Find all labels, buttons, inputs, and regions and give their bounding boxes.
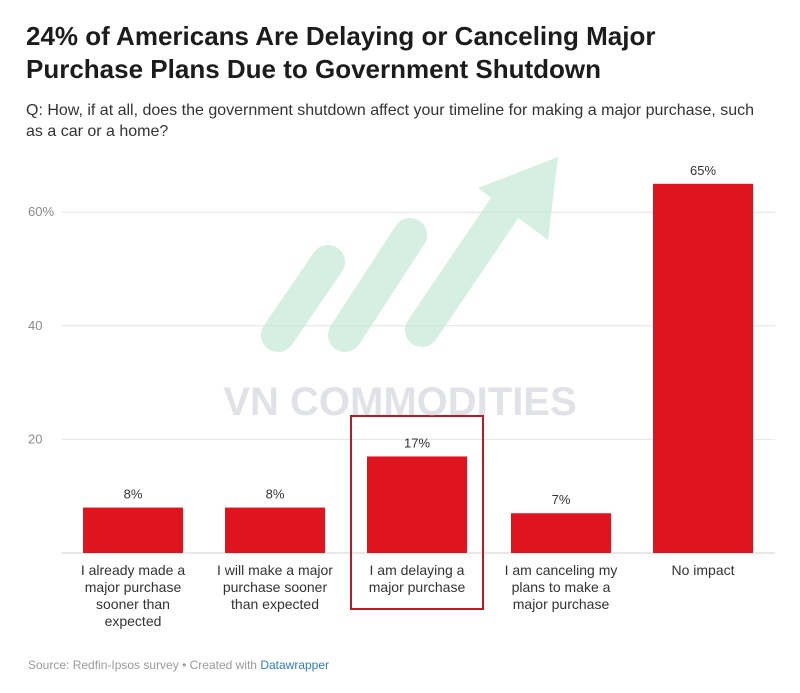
highlight-box-outline — [350, 415, 484, 610]
bar — [367, 456, 467, 553]
category-label: I am canceling my — [505, 562, 618, 578]
category-label: plans to make a — [512, 579, 611, 595]
category-label: major purchase — [85, 579, 182, 595]
category-label: purchase sooner — [223, 579, 328, 595]
category-label: expected — [105, 613, 162, 629]
bar-value-label: 8% — [124, 487, 143, 502]
category-label: than expected — [231, 596, 319, 612]
y-tick-label: 40 — [28, 318, 42, 333]
category-label: I will make a major — [217, 562, 333, 578]
watermark-growth-arrow-icon — [261, 157, 558, 352]
watermark-text: VN COMMODITIES — [223, 380, 576, 424]
category-label: major purchase — [513, 596, 610, 612]
bar — [511, 513, 611, 553]
bar-value-label: 17% — [404, 435, 430, 450]
category-label: No impact — [671, 562, 734, 578]
watermark: VN COMMODITIES — [223, 157, 577, 424]
category-label: major purchase — [369, 579, 466, 595]
value-labels: 8% 8% 17% 7% 65% — [124, 163, 717, 507]
highlight-box — [350, 415, 484, 610]
bar — [225, 507, 325, 553]
y-tick-label: 20 — [28, 431, 42, 446]
y-tick-label: 60% — [28, 204, 54, 219]
bar-value-label: 65% — [690, 163, 716, 178]
chart-subtitle: Q: How, if at all, does the government s… — [26, 102, 755, 140]
category-label: sooner than — [96, 596, 170, 612]
source-text: Source: Redfin-Ipsos survey • Created wi… — [28, 658, 261, 672]
chart-title: 24% of Americans Are Delaying or Canceli… — [26, 21, 656, 84]
category-label: I already made a — [81, 562, 185, 578]
bar-value-label: 8% — [266, 487, 285, 502]
category-label: I am delaying a — [370, 562, 465, 578]
source-note: Source: Redfin-Ipsos survey • Created wi… — [28, 658, 329, 672]
datawrapper-credit-link[interactable]: Datawrapper — [260, 658, 330, 672]
y-axis-tick-labels: 20 40 60% — [28, 204, 54, 446]
bars — [83, 183, 753, 554]
bar-value-label: 7% — [552, 492, 571, 507]
bar — [653, 183, 753, 554]
bar — [83, 507, 183, 553]
